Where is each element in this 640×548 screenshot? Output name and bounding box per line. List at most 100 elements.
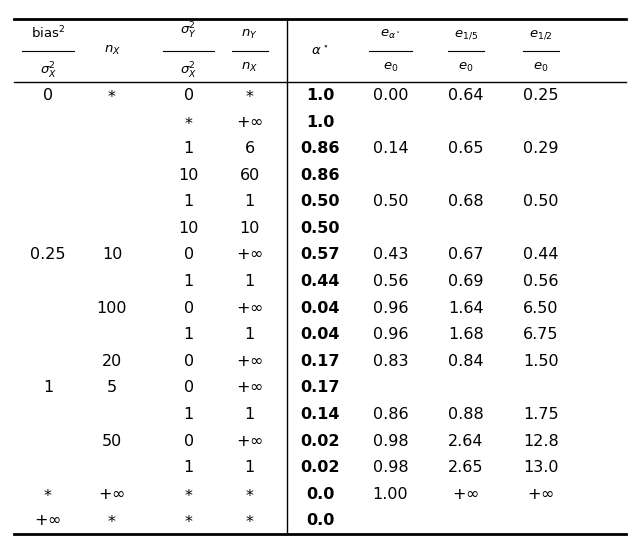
Text: 1: 1 (244, 327, 255, 342)
Text: 50: 50 (102, 433, 122, 448)
Text: $n_Y$: $n_Y$ (241, 28, 258, 41)
Text: 13.0: 13.0 (523, 460, 559, 475)
Text: 0.86: 0.86 (300, 141, 340, 156)
Text: 0.84: 0.84 (448, 354, 484, 369)
Text: $+\infty$: $+\infty$ (236, 433, 263, 448)
Text: 1.0: 1.0 (306, 115, 334, 129)
Text: $\mathrm{bias}^2$: $\mathrm{bias}^2$ (31, 24, 65, 41)
Text: 2.64: 2.64 (448, 433, 484, 448)
Text: 0.56: 0.56 (372, 274, 408, 289)
Text: $\sigma_X^2$: $\sigma_X^2$ (180, 61, 197, 81)
Text: 0: 0 (184, 248, 194, 262)
Text: 10: 10 (239, 221, 260, 236)
Text: 0: 0 (184, 88, 194, 103)
Text: $+\infty$: $+\infty$ (236, 354, 263, 369)
Text: 1: 1 (244, 274, 255, 289)
Text: 10: 10 (102, 248, 122, 262)
Text: 0.50: 0.50 (523, 195, 559, 209)
Text: 0.0: 0.0 (306, 487, 334, 501)
Text: 12.8: 12.8 (523, 433, 559, 448)
Text: $e_0$: $e_0$ (458, 61, 474, 73)
Text: 0.67: 0.67 (448, 248, 484, 262)
Text: $*$: $*$ (245, 513, 254, 528)
Text: $+\infty$: $+\infty$ (236, 115, 263, 129)
Text: 1.00: 1.00 (372, 487, 408, 501)
Text: 0.50: 0.50 (300, 221, 340, 236)
Text: 0.98: 0.98 (372, 433, 408, 448)
Text: 0: 0 (184, 380, 194, 395)
Text: 0.56: 0.56 (523, 274, 559, 289)
Text: 0.64: 0.64 (448, 88, 484, 103)
Text: 0: 0 (184, 433, 194, 448)
Text: $n_X$: $n_X$ (104, 44, 120, 57)
Text: $e_{1/5}$: $e_{1/5}$ (454, 28, 478, 41)
Text: 1: 1 (184, 195, 194, 209)
Text: $*$: $*$ (245, 88, 254, 103)
Text: 0.00: 0.00 (372, 88, 408, 103)
Text: $*$: $*$ (44, 487, 52, 501)
Text: 0.44: 0.44 (300, 274, 340, 289)
Text: 0.44: 0.44 (523, 248, 559, 262)
Text: $*$: $*$ (108, 88, 116, 103)
Text: 0.29: 0.29 (523, 141, 559, 156)
Text: 1.50: 1.50 (523, 354, 559, 369)
Text: 100: 100 (97, 301, 127, 316)
Text: 0.14: 0.14 (372, 141, 408, 156)
Text: 0.17: 0.17 (300, 354, 340, 369)
Text: 0.57: 0.57 (300, 248, 340, 262)
Text: 0.17: 0.17 (300, 380, 340, 395)
Text: 0.14: 0.14 (300, 407, 340, 422)
Text: $+\infty$: $+\infty$ (236, 248, 263, 262)
Text: 0.50: 0.50 (300, 195, 340, 209)
Text: $+\infty$: $+\infty$ (452, 487, 479, 501)
Text: 0.96: 0.96 (372, 301, 408, 316)
Text: $e_{1/2}$: $e_{1/2}$ (529, 28, 553, 41)
Text: 0.04: 0.04 (300, 327, 340, 342)
Text: 6.75: 6.75 (523, 327, 559, 342)
Text: 1.75: 1.75 (523, 407, 559, 422)
Text: 0.68: 0.68 (448, 195, 484, 209)
Text: 0.83: 0.83 (372, 354, 408, 369)
Text: 0.86: 0.86 (372, 407, 408, 422)
Text: $\sigma_Y^2$: $\sigma_Y^2$ (180, 21, 197, 41)
Text: 0: 0 (184, 301, 194, 316)
Text: $\alpha^\star$: $\alpha^\star$ (311, 44, 329, 58)
Text: 0.02: 0.02 (300, 460, 340, 475)
Text: 1: 1 (184, 327, 194, 342)
Text: 0.02: 0.02 (300, 433, 340, 448)
Text: 0.43: 0.43 (372, 248, 408, 262)
Text: 0.04: 0.04 (300, 301, 340, 316)
Text: 0.0: 0.0 (306, 513, 334, 528)
Text: 10: 10 (179, 221, 199, 236)
Text: 1: 1 (184, 407, 194, 422)
Text: 60: 60 (239, 168, 260, 182)
Text: 6: 6 (244, 141, 255, 156)
Text: $+\infty$: $+\infty$ (236, 380, 263, 395)
Text: 1: 1 (244, 460, 255, 475)
Text: $n_X$: $n_X$ (241, 61, 258, 73)
Text: 0.25: 0.25 (30, 248, 66, 262)
Text: 1: 1 (184, 460, 194, 475)
Text: $*$: $*$ (245, 487, 254, 501)
Text: 20: 20 (102, 354, 122, 369)
Text: 0.88: 0.88 (448, 407, 484, 422)
Text: $e_{\alpha^\star}$: $e_{\alpha^\star}$ (380, 28, 401, 41)
Text: 0.65: 0.65 (448, 141, 484, 156)
Text: 1: 1 (184, 274, 194, 289)
Text: 1.64: 1.64 (448, 301, 484, 316)
Text: $+\infty$: $+\infty$ (527, 487, 554, 501)
Text: $*$: $*$ (184, 513, 193, 528)
Text: $+\infty$: $+\infty$ (236, 301, 263, 316)
Text: 10: 10 (179, 168, 199, 182)
Text: 1: 1 (43, 380, 53, 395)
Text: 1.0: 1.0 (306, 88, 334, 103)
Text: 0: 0 (184, 354, 194, 369)
Text: 2.65: 2.65 (448, 460, 484, 475)
Text: 6.50: 6.50 (523, 301, 559, 316)
Text: 1: 1 (244, 195, 255, 209)
Text: $*$: $*$ (184, 115, 193, 129)
Text: 0: 0 (43, 88, 53, 103)
Text: $+\infty$: $+\infty$ (35, 513, 61, 528)
Text: $+\infty$: $+\infty$ (99, 487, 125, 501)
Text: $e_0$: $e_0$ (533, 61, 548, 73)
